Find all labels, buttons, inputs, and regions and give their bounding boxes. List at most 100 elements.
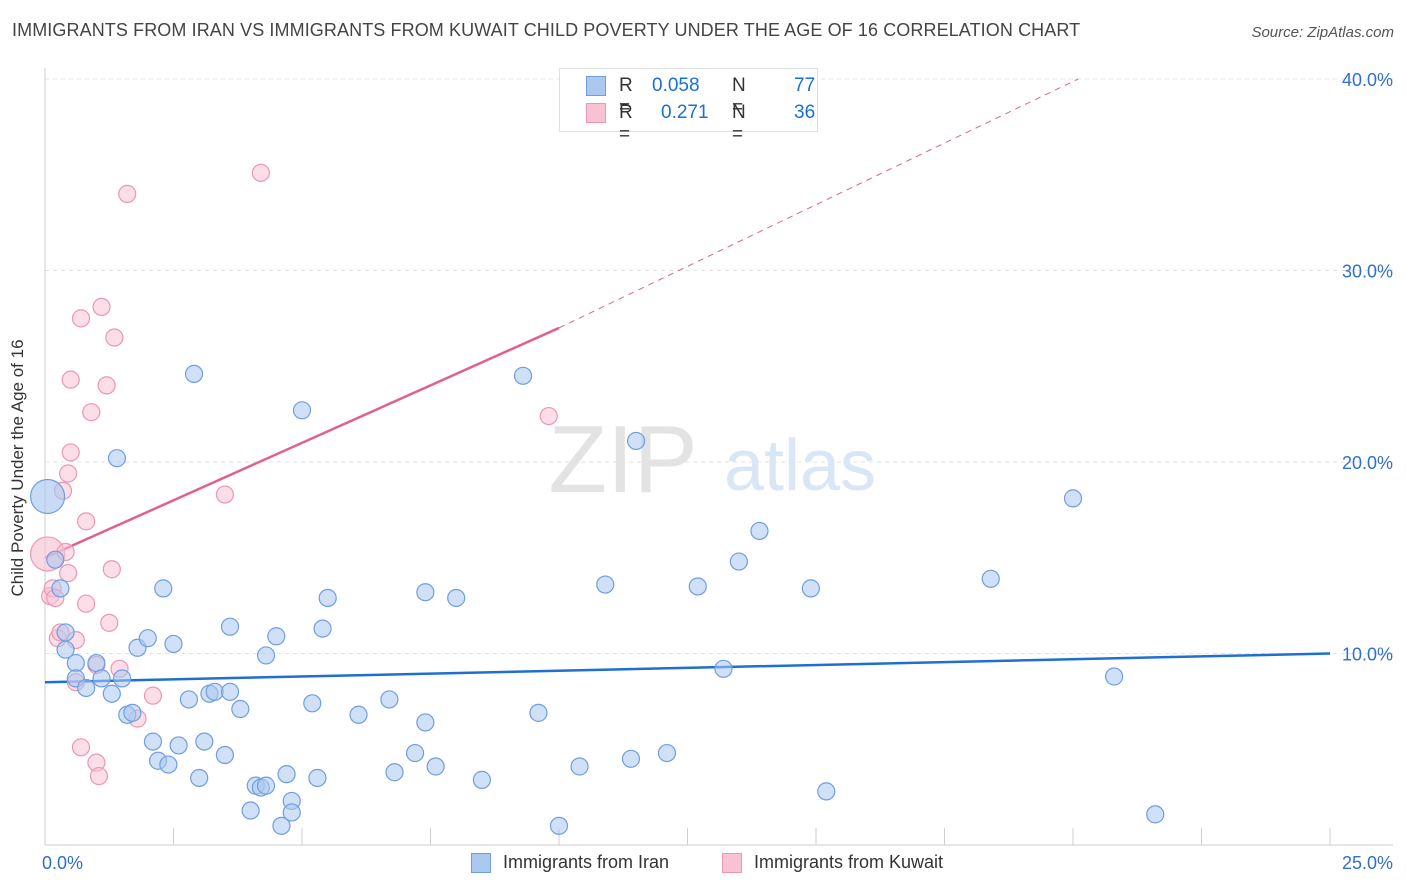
kuwait-point [251,163,270,182]
iran-point [66,653,85,673]
kuwait-point [539,406,558,426]
iran-point [277,765,296,784]
watermark-zip: ZIP [548,406,697,513]
iran-point [138,629,157,648]
iran-point [267,627,286,646]
kuwait-point [71,738,91,757]
iran-point [308,768,327,788]
iran-point [154,579,173,598]
iran-trend-line [44,652,1331,684]
iran-point [102,684,121,703]
kuwait-point [215,485,234,504]
x-tick-label: 25.0% [1342,853,1393,873]
kuwait-point [77,594,96,613]
iran-point [29,478,66,515]
iran-point [426,757,445,776]
iran-point [56,640,75,659]
iran-n-label: N = [732,75,746,118]
kuwait-point [97,376,116,395]
y-tick-label: 30.0% [1342,262,1393,282]
legend-kuwait-label: Immigrants from Kuwait [754,852,944,872]
kuwait-point [143,686,163,705]
iran-point [1105,667,1124,686]
kuwait-point [92,297,111,316]
iran-point [195,732,214,751]
kuwait-r-value: 0.271 [661,102,709,123]
source-credit: Source: ZipAtlas.com [1251,24,1394,41]
iran-points [29,364,1165,835]
legend-iran-swatch [471,853,491,873]
iran-point [179,690,199,709]
iran-point [318,588,337,608]
legend-iran-label: Immigrants from Iran [503,852,670,872]
watermark: ZIP atlas [548,406,876,513]
iran-point [282,803,301,822]
iran-point [303,694,322,713]
iran-point [981,569,1000,588]
iran-point [159,755,178,774]
iran-point [77,678,96,698]
iran-point [750,521,769,541]
iran-point [46,550,65,569]
iran-point [447,588,466,608]
tick-labels: 10.0% 20.0% 30.0% 40.0% 0.0% 25.0% [42,70,1393,873]
iran-point [169,736,188,755]
iran-r-label: R = [619,75,633,118]
iran-point [416,713,435,732]
chart-title: IMMIGRANTS FROM IRAN VS IMMIGRANTS FROM … [12,20,1081,40]
grid-layer [45,78,1393,654]
iran-point [256,646,276,665]
kuwait-n-value: 36 [794,102,816,123]
iran-point [190,768,209,788]
iran-point [529,703,548,722]
iran-point [549,816,569,835]
iran-point [272,816,291,835]
y-tick-label: 40.0% [1342,70,1393,90]
kuwait-point [59,563,78,583]
iran-point [1063,489,1083,508]
kuwait-point [59,464,78,483]
iran-point [220,682,240,701]
iran-point [164,634,183,654]
kuwait-trend-line [44,326,560,559]
iran-point [112,669,132,688]
iran-n-value: 77 [794,75,816,96]
kuwait-point [77,512,96,531]
y-tick-label: 20.0% [1342,453,1393,473]
iran-point [220,617,240,636]
iran-point [215,745,234,765]
iran-point [107,449,127,468]
iran-point [570,757,589,776]
legend-kuwait-swatch [722,853,742,873]
stats-legend: R = 0.058 N = 77 R = 0.271 N = 36 [559,68,818,145]
iran-point [205,682,224,701]
iran-point [657,743,677,763]
iran-point [92,669,111,688]
iran-point [184,364,204,384]
iran-point [256,776,276,795]
iran-point [56,623,75,642]
kuwait-point [89,766,109,786]
axis-layer [44,68,1393,846]
iran-point [241,801,260,820]
iran-point [688,577,707,596]
iran-r-value: 0.058 [652,75,700,96]
kuwait-swatch [586,103,606,123]
iran-point [231,699,250,719]
watermark-atlas: atlas [724,426,876,506]
iran-point [143,732,163,751]
iran-point [626,431,646,451]
kuwait-point [118,184,137,203]
kuwait-point [61,370,80,389]
iran-point [1146,805,1165,824]
iran-point [801,579,820,598]
iran-point [596,575,615,594]
x-tick-label: 0.0% [42,853,83,873]
iran-point [729,552,749,571]
iran-point [313,619,332,638]
kuwait-point [61,443,80,462]
y-tick-label: 10.0% [1342,645,1393,665]
kuwait-point [82,403,101,422]
kuwait-trend-line [558,78,1079,329]
kuwait-point [71,309,91,328]
